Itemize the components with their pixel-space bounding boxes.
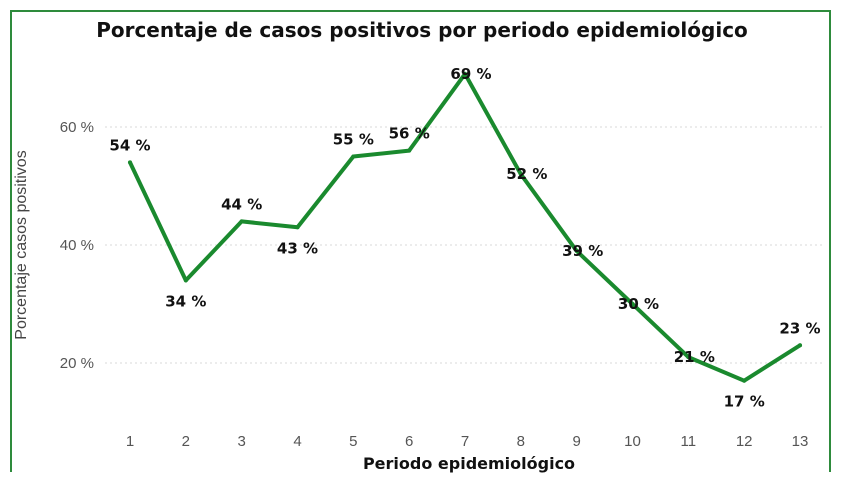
data-point bbox=[128, 160, 132, 165]
data-point bbox=[798, 343, 802, 348]
data-label: 23 % bbox=[779, 319, 820, 337]
data-label: 43 % bbox=[277, 239, 318, 257]
data-label: 21 % bbox=[674, 348, 715, 366]
data-label: 34 % bbox=[165, 292, 206, 310]
x-tick-label: 12 bbox=[736, 433, 753, 450]
data-point bbox=[407, 148, 412, 153]
data-point bbox=[742, 378, 747, 383]
data-point bbox=[686, 355, 691, 360]
x-tick-label: 13 bbox=[792, 433, 809, 450]
x-tick-label: 2 bbox=[182, 433, 190, 450]
data-point bbox=[574, 248, 579, 253]
x-tick-label: 10 bbox=[624, 433, 641, 450]
data-label: 69 % bbox=[450, 65, 491, 83]
data-label: 54 % bbox=[109, 136, 150, 154]
chart-frame bbox=[10, 10, 831, 472]
data-point bbox=[183, 278, 188, 283]
x-tick-label: 9 bbox=[572, 433, 580, 450]
x-tick-label: 7 bbox=[461, 433, 469, 450]
x-tick-label: 8 bbox=[517, 433, 525, 450]
data-label: 39 % bbox=[562, 242, 603, 260]
x-tick-label: 6 bbox=[405, 433, 413, 450]
y-tick-label: 40 % bbox=[60, 237, 94, 254]
data-label: 55 % bbox=[333, 131, 374, 149]
y-tick-label: 60 % bbox=[60, 119, 94, 136]
x-tick-label: 11 bbox=[681, 433, 697, 450]
data-label: 44 % bbox=[221, 195, 262, 213]
data-point bbox=[295, 225, 300, 230]
data-label: 17 % bbox=[724, 393, 765, 411]
data-point bbox=[463, 71, 467, 76]
chart-title: Porcentaje de casos positivos por period… bbox=[96, 18, 748, 42]
x-tick-label: 1 bbox=[126, 433, 134, 450]
data-point bbox=[239, 219, 244, 224]
y-tick-label: 20 % bbox=[60, 355, 94, 372]
data-point bbox=[630, 302, 635, 306]
x-tick-label: 5 bbox=[349, 433, 357, 450]
x-axis-label: Periodo epidemiológico bbox=[362, 454, 576, 473]
x-tick-label: 3 bbox=[237, 433, 245, 450]
data-point bbox=[351, 154, 356, 159]
x-tick-label: 4 bbox=[293, 433, 301, 450]
data-label: 30 % bbox=[618, 295, 659, 313]
series-line bbox=[128, 71, 802, 383]
data-label: 56 % bbox=[389, 125, 430, 143]
data-label: 52 % bbox=[506, 165, 547, 183]
data-point bbox=[518, 172, 523, 177]
